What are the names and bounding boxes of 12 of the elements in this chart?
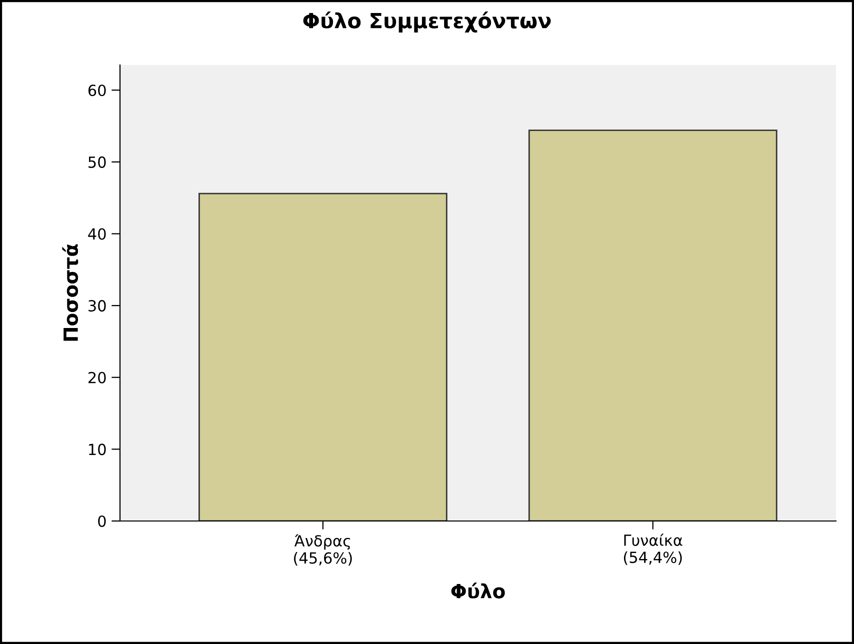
x-tick-label: Γυναίκα (54,4%) [624, 534, 682, 565]
y-tick-label: 10 [89, 444, 106, 456]
y-tick-label: 40 [88, 228, 106, 240]
y-tick-label: 30 [88, 300, 106, 312]
y-tick-label: 0 [98, 515, 106, 528]
x-axis-title: Φύλο [451, 582, 505, 598]
chart-title: Φύλο Συμμετεχόντων [303, 11, 551, 33]
y-axis-title: Ποσοστά [62, 244, 78, 341]
y-tick-label: 50 [88, 156, 106, 168]
y-tick-label: 60 [88, 84, 106, 96]
y-tick-label: 20 [88, 372, 106, 384]
x-tick-label: Άνδρας (45,6%) [294, 534, 352, 566]
